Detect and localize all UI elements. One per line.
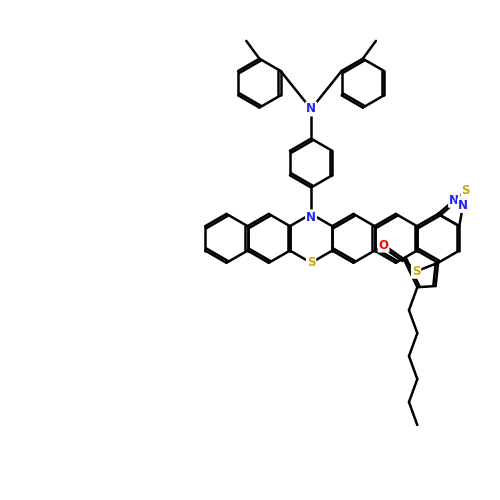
Text: N: N xyxy=(458,199,468,212)
Text: N: N xyxy=(306,210,316,224)
Text: O: O xyxy=(378,238,388,252)
Text: N: N xyxy=(306,102,316,116)
Text: S: S xyxy=(412,265,420,278)
Text: S: S xyxy=(307,256,316,270)
Text: N: N xyxy=(306,210,316,224)
Text: S: S xyxy=(462,184,470,197)
Text: N: N xyxy=(449,194,459,207)
